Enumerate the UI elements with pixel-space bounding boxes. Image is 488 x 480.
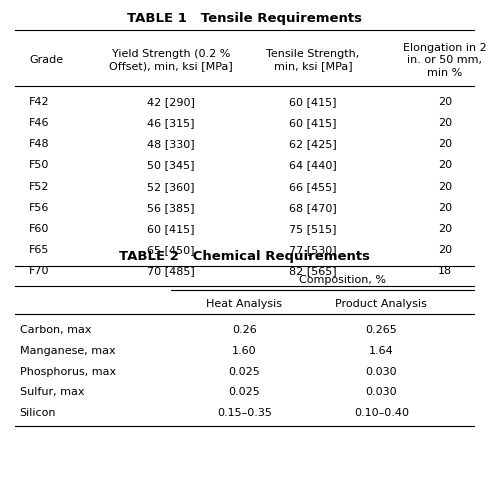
Text: 46 [315]: 46 [315] xyxy=(147,118,195,128)
Text: 42 [290]: 42 [290] xyxy=(147,97,195,107)
Text: 20: 20 xyxy=(437,181,451,191)
Text: Manganese, max: Manganese, max xyxy=(20,345,115,355)
Text: 56 [385]: 56 [385] xyxy=(147,203,195,212)
Text: F70: F70 xyxy=(29,266,50,276)
Text: Sulfur, max: Sulfur, max xyxy=(20,386,84,396)
Text: 60 [415]: 60 [415] xyxy=(288,118,336,128)
Text: 68 [470]: 68 [470] xyxy=(288,203,336,212)
Text: 0.030: 0.030 xyxy=(365,386,396,396)
Text: F48: F48 xyxy=(29,139,50,149)
Text: Product Analysis: Product Analysis xyxy=(335,299,427,308)
Text: 48 [330]: 48 [330] xyxy=(147,139,195,149)
Text: Grade: Grade xyxy=(29,55,63,65)
Text: Elongation in 2
in. or 50 mm,
min %: Elongation in 2 in. or 50 mm, min % xyxy=(402,43,486,77)
Text: 82 [565]: 82 [565] xyxy=(288,266,336,276)
Text: 20: 20 xyxy=(437,245,451,254)
Text: Heat Analysis: Heat Analysis xyxy=(206,299,282,308)
Text: F42: F42 xyxy=(29,97,50,107)
Text: 20: 20 xyxy=(437,160,451,170)
Text: 62 [425]: 62 [425] xyxy=(288,139,336,149)
Text: 60 [415]: 60 [415] xyxy=(288,97,336,107)
Text: 65 [450]: 65 [450] xyxy=(147,245,195,254)
Text: 20: 20 xyxy=(437,97,451,107)
Text: TABLE 1   Tensile Requirements: TABLE 1 Tensile Requirements xyxy=(127,12,361,25)
Text: 0.15–0.35: 0.15–0.35 xyxy=(217,407,271,417)
Text: 20: 20 xyxy=(437,118,451,128)
Text: 20: 20 xyxy=(437,139,451,149)
Text: Silicon: Silicon xyxy=(20,407,56,417)
Text: 0.26: 0.26 xyxy=(232,324,256,335)
Text: 0.265: 0.265 xyxy=(365,324,396,335)
Text: 70 [485]: 70 [485] xyxy=(147,266,195,276)
Text: 66 [455]: 66 [455] xyxy=(288,181,336,191)
Text: 1.64: 1.64 xyxy=(368,345,393,355)
Text: F46: F46 xyxy=(29,118,50,128)
Text: F56: F56 xyxy=(29,203,50,212)
Text: Phosphorus, max: Phosphorus, max xyxy=(20,366,116,376)
Text: Yield Strength (0.2 %
Offset), min, ksi [MPa]: Yield Strength (0.2 % Offset), min, ksi … xyxy=(109,49,233,71)
Text: F50: F50 xyxy=(29,160,50,170)
Text: Composition, %: Composition, % xyxy=(298,275,385,284)
Text: 0.030: 0.030 xyxy=(365,366,396,376)
Text: 50 [345]: 50 [345] xyxy=(147,160,195,170)
Text: Tensile Strength,
min, ksi [MPa]: Tensile Strength, min, ksi [MPa] xyxy=(266,49,359,71)
Text: F60: F60 xyxy=(29,224,50,233)
Text: 77 [530]: 77 [530] xyxy=(288,245,336,254)
Text: 0.025: 0.025 xyxy=(228,366,260,376)
Text: Carbon, max: Carbon, max xyxy=(20,324,91,335)
Text: F52: F52 xyxy=(29,181,50,191)
Text: F65: F65 xyxy=(29,245,50,254)
Text: 1.60: 1.60 xyxy=(232,345,256,355)
Text: 52 [360]: 52 [360] xyxy=(147,181,195,191)
Text: 0.10–0.40: 0.10–0.40 xyxy=(353,407,408,417)
Text: 64 [440]: 64 [440] xyxy=(288,160,336,170)
Text: 75 [515]: 75 [515] xyxy=(288,224,336,233)
Text: 18: 18 xyxy=(437,266,451,276)
Text: 0.025: 0.025 xyxy=(228,386,260,396)
Text: 60 [415]: 60 [415] xyxy=(147,224,195,233)
Text: TABLE 2   Chemical Requirements: TABLE 2 Chemical Requirements xyxy=(119,250,369,263)
Text: 20: 20 xyxy=(437,224,451,233)
Text: 20: 20 xyxy=(437,203,451,212)
